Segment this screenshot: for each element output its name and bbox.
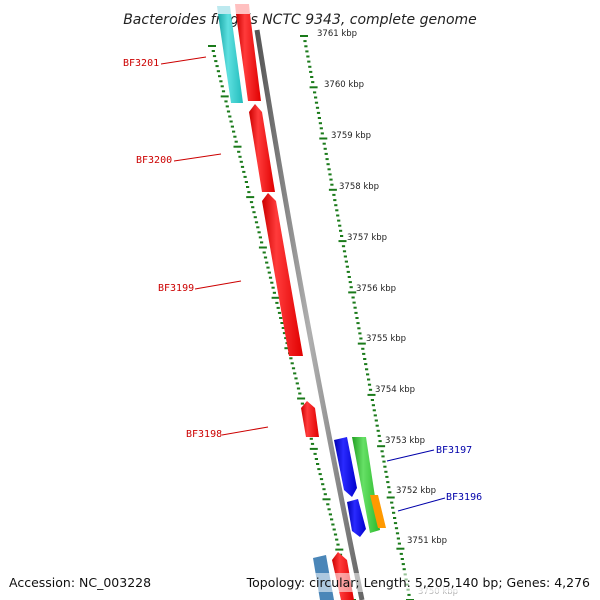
gc-content-bar-green: [352, 437, 380, 533]
gene-bf3200-arrow: [249, 104, 275, 192]
scale-label: 3759 kbp: [331, 131, 371, 141]
map-title: Bacteroides fragilis NCTC 9343, complete…: [123, 12, 477, 28]
gene-bf3201-arrow: [236, 14, 261, 101]
gene-label-bf3201: BF3201: [123, 58, 159, 69]
gene-bf3196-arrow: [347, 499, 366, 537]
gene-label-bf3197: BF3197: [436, 445, 472, 456]
leader-bf3197: [386, 449, 435, 462]
footer-backdrop: [258, 573, 592, 592]
gene-label-bf3198: BF3198: [186, 429, 222, 440]
scale-label: 3751 kbp: [407, 536, 447, 546]
gene-label-bf3196: BF3196: [446, 492, 482, 503]
gene-bf3197-arrow: [334, 437, 357, 497]
gene-bf3198-arrow: [301, 401, 319, 437]
genome-backbone: [254, 29, 365, 600]
leader-bf3198: [221, 426, 269, 436]
gc-content-bar-orange: [370, 495, 386, 528]
scale-label: 3752 kbp: [396, 486, 436, 496]
scale-label: 3758 kbp: [339, 182, 379, 192]
gene-label-bf3200: BF3200: [136, 155, 172, 166]
gene-bf3199-arrow: [262, 193, 303, 356]
scale-label: 3754 kbp: [375, 385, 415, 395]
scale-label: 3760 kbp: [324, 80, 364, 90]
accession-text: Accession: NC_003228: [9, 575, 151, 590]
scale-labels: 3761 kbp 3760 kbp 3759 kbp 3758 kbp 3757…: [317, 29, 458, 597]
scale-label: 3757 kbp: [347, 233, 387, 243]
scale-label: 3761 kbp: [317, 29, 357, 39]
leader-bf3199: [194, 280, 242, 290]
tick-tracks: [208, 35, 414, 600]
label-leaders: [160, 56, 446, 512]
genome-summary-text: Topology: circular; Length: 5,205,140 bp…: [246, 575, 590, 590]
leader-bf3200: [173, 153, 222, 162]
gc-skew-bar-cyan: [218, 14, 243, 103]
gene-cap-cyan: [217, 6, 231, 14]
gene-label-bf3199: BF3199: [158, 283, 194, 294]
gene-cap-pink: [235, 4, 250, 14]
scale-label: 3753 kbp: [385, 436, 425, 446]
leader-bf3201: [160, 56, 207, 65]
leader-bf3196: [397, 497, 446, 512]
scale-label: 3755 kbp: [366, 334, 406, 344]
gene-labels: BF3201 BF3200 BF3199 BF3198 BF3197 BF319…: [123, 58, 482, 503]
scale-label: 3756 kbp: [356, 284, 396, 294]
